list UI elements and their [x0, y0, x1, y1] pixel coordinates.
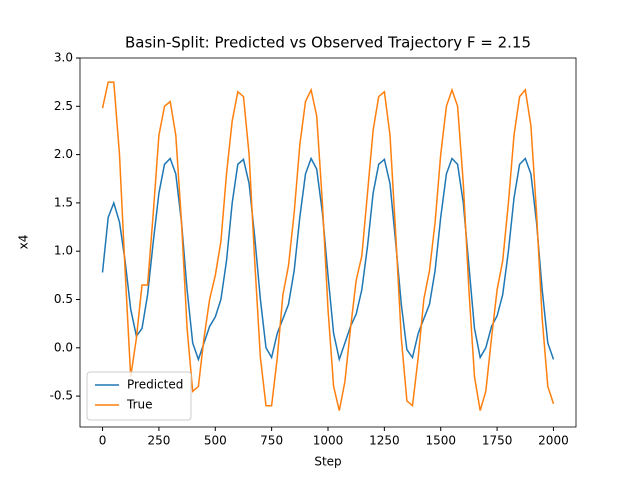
plot-frame: [79, 57, 577, 428]
x-tick-label: 1250: [369, 434, 400, 448]
y-tick-label: 3.0: [54, 51, 73, 65]
x-tick-label: 2000: [538, 434, 569, 448]
x-tick-label: 500: [204, 434, 227, 448]
y-tick-label: 1.0: [54, 244, 73, 258]
x-tick-label: 750: [260, 434, 283, 448]
x-tick-label: 250: [147, 434, 170, 448]
y-tick-label: 0.0: [54, 340, 73, 354]
x-tick-label: 1750: [482, 434, 513, 448]
x-axis-label: Step: [314, 455, 341, 469]
legend-label: Predicted: [127, 378, 183, 392]
legend-box: [86, 371, 192, 421]
y-tick-label: 2.0: [54, 147, 73, 161]
x-tick-label: 1500: [425, 434, 456, 448]
x-tick-label: 1000: [313, 434, 344, 448]
y-tick-label: -0.5: [50, 389, 73, 403]
line-series: [101, 156, 555, 363]
x-tick-label: 0: [99, 434, 107, 448]
legend-label: True: [126, 398, 153, 412]
chart-title: Basin-Split: Predicted vs Observed Traje…: [125, 34, 531, 52]
line-series: [101, 81, 555, 411]
y-axis-label: x4: [17, 235, 31, 250]
y-tick-label: 2.5: [54, 99, 73, 113]
y-tick-label: 0.5: [54, 292, 73, 306]
y-tick-label: 1.5: [54, 195, 73, 209]
